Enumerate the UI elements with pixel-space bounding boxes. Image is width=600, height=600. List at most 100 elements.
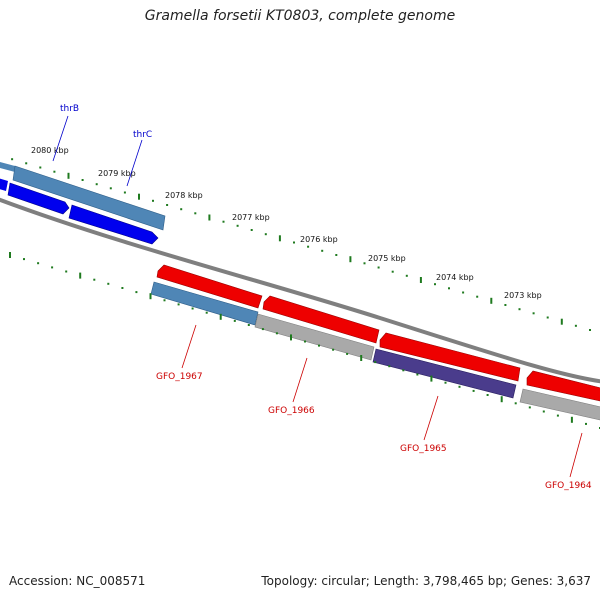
scale-label-2076: 2076 kbp: [300, 235, 338, 244]
outer-minor-tick: [391, 270, 394, 273]
gene-label-GFO_1966[interactable]: GFO_1966: [268, 406, 315, 416]
gene-label-thrC[interactable]: thrC: [133, 130, 152, 140]
leader-GFO_1967: [181, 324, 197, 369]
inner-minor-tick: [444, 381, 447, 384]
leader-GFO_1964: [569, 432, 583, 478]
outer-minor-tick: [476, 295, 479, 298]
outer-major-tick: [67, 172, 70, 179]
inner-major-tick: [360, 355, 363, 361]
outer-minor-tick: [574, 324, 577, 327]
reverse-gene-GFO_1966[interactable]: [262, 295, 380, 344]
outer-minor-tick: [11, 158, 14, 161]
inner-minor-tick: [205, 311, 208, 314]
outer-minor-tick: [532, 312, 535, 315]
outer-major-tick: [278, 235, 281, 242]
outer-minor-tick: [166, 204, 169, 206]
forward-feature-rna-track[interactable]: [12, 165, 166, 231]
gene-label-GFO_1964[interactable]: GFO_1964: [545, 481, 592, 491]
outer-minor-tick: [546, 316, 549, 319]
outer-minor-tick: [123, 191, 126, 194]
reverse-gene-GFO_1965[interactable]: [379, 332, 521, 382]
inner-minor-tick: [542, 410, 545, 413]
inner-minor-tick: [388, 365, 391, 368]
leader-GFO_1966: [292, 357, 308, 403]
outer-minor-tick: [264, 233, 267, 236]
outer-minor-tick: [321, 249, 324, 252]
outer-major-tick: [349, 256, 352, 263]
forward-gene-thrB[interactable]: [7, 182, 70, 215]
inner-minor-tick: [247, 324, 250, 326]
inner-minor-tick: [135, 291, 138, 294]
inner-minor-tick: [304, 340, 306, 343]
inner-minor-tick: [275, 332, 278, 335]
outer-minor-tick: [180, 208, 183, 211]
scale-label-2077: 2077 kbp: [232, 213, 270, 222]
inner-minor-tick: [514, 402, 517, 405]
reverse-gene-GFO_1967[interactable]: [156, 264, 263, 309]
reverse-feature-blue-1967[interactable]: [150, 281, 259, 326]
outer-minor-tick: [293, 241, 295, 244]
outer-minor-tick: [95, 183, 98, 186]
inner-minor-tick: [332, 348, 335, 351]
inner-minor-tick: [121, 287, 124, 289]
inner-major-tick: [219, 313, 222, 320]
gene-label-GFO_1965[interactable]: GFO_1965: [400, 444, 447, 454]
map-title: Gramella forsetii KT0803, complete genom…: [144, 8, 456, 24]
scale-label-2079: 2079 kbp: [98, 169, 136, 178]
reverse-feature-grey-1966[interactable]: [254, 313, 375, 361]
forward-gene-partial[interactable]: [0, 178, 8, 191]
forward-gene-thrC[interactable]: [68, 204, 159, 245]
reverse-strand-features: [150, 264, 600, 421]
outer-minor-tick: [236, 224, 239, 227]
scale-label-2080: 2080 kbp: [31, 146, 69, 155]
gene-label-thrB[interactable]: thrB: [60, 104, 79, 114]
reverse-feature-purple-1965[interactable]: [372, 348, 517, 399]
forward-feature-edge[interactable]: [0, 162, 15, 172]
genome-summary-text: Topology: circular; Length: 3,798,465 bp…: [261, 574, 591, 588]
outer-minor-tick: [434, 283, 436, 286]
leader-GFO_1965: [423, 395, 439, 441]
outer-minor-tick: [25, 162, 28, 165]
inner-major-tick: [149, 293, 152, 300]
leader-thrB: [52, 115, 69, 162]
outer-minor-tick: [448, 287, 450, 290]
inner-minor-tick: [65, 270, 68, 273]
forward-strand-features: [0, 162, 166, 245]
reverse-gene-GFO_1964[interactable]: [526, 370, 600, 402]
scale-label-2073: 2073 kbp: [504, 291, 542, 300]
inner-major-tick: [290, 334, 292, 341]
outer-minor-tick: [194, 212, 197, 215]
inner-minor-tick: [163, 299, 166, 302]
inner-minor-tick: [486, 394, 489, 396]
inner-minor-tick: [374, 361, 377, 364]
scale-label-group: 2080 kbp 2079 kbp 2078 kbp 2077 kbp 2076…: [31, 146, 542, 300]
outer-major-tick: [138, 193, 140, 200]
leader-thrC: [126, 139, 143, 187]
outer-minor-tick: [53, 170, 56, 173]
reverse-feature-grey-1964[interactable]: [519, 388, 600, 421]
inner-minor-tick: [416, 373, 419, 376]
outer-minor-tick: [39, 166, 42, 169]
inner-minor-tick: [37, 262, 40, 265]
inner-major-tick: [430, 375, 433, 382]
inner-minor-tick: [261, 328, 264, 331]
inner-minor-tick: [402, 369, 405, 372]
inner-minor-tick: [177, 303, 180, 306]
inner-minor-tick: [458, 385, 461, 388]
outer-major-tick: [490, 297, 493, 304]
outer-minor-tick: [109, 187, 112, 190]
outer-minor-tick: [81, 179, 84, 181]
gene-label-GFO_1967[interactable]: GFO_1967: [156, 372, 203, 382]
outer-minor-tick: [377, 266, 380, 269]
outer-tick-ring: [11, 158, 591, 331]
inner-minor-tick: [556, 414, 559, 417]
scale-label-2075: 2075 kbp: [368, 254, 406, 263]
genome-backbone: [0, 197, 600, 384]
outer-minor-tick: [462, 291, 465, 294]
label-leaders: [52, 115, 583, 478]
inner-major-tick: [9, 252, 11, 258]
outer-minor-tick: [518, 308, 521, 311]
inner-minor-tick: [472, 389, 475, 392]
outer-major-tick: [208, 214, 211, 221]
